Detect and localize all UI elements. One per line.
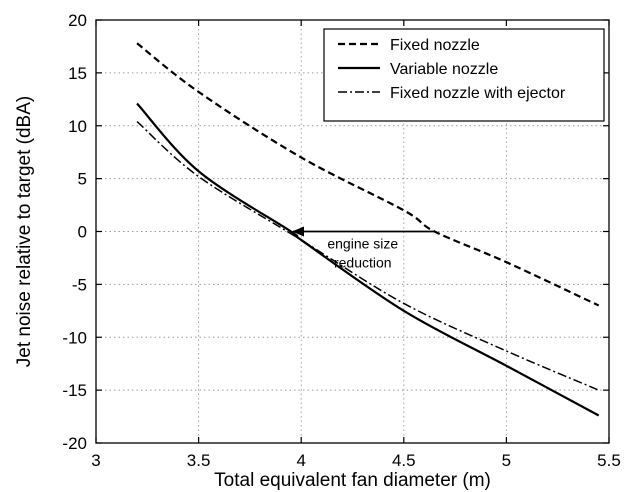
y-tick-label: 0 <box>78 223 87 242</box>
x-tick-label: 4.5 <box>392 451 416 470</box>
x-tick-label: 5.5 <box>597 451 621 470</box>
annotation-label: engine size <box>327 236 398 252</box>
x-tick-label: 3.5 <box>187 451 211 470</box>
annotation-label: reduction <box>334 255 392 271</box>
legend: Fixed nozzle Variable nozzle Fixed nozzle … <box>323 28 605 122</box>
y-tick-label: 10 <box>68 117 87 136</box>
y-tick-label: -5 <box>72 275 87 294</box>
legend-label: Fixed nozzle <box>390 37 480 54</box>
y-tick-label: 5 <box>78 170 87 189</box>
y-tick-label: -20 <box>62 434 87 453</box>
x-axis-title: Total equivalent fan diameter (m) <box>214 470 491 491</box>
axis-ticks: 3 3.5 4 4.5 5 5.5 -20 -15 -10 -5 0 5 10 15 20 <box>62 11 620 470</box>
annotation-layer: engine size reduction <box>291 226 435 271</box>
x-tick-label: 5 <box>502 451 511 470</box>
series-line-fixed-nozzle-with-ejector <box>136 120 600 391</box>
x-tick-label: 3 <box>91 451 100 470</box>
legend-label: Fixed nozzle with ejector <box>390 85 566 102</box>
y-tick-label: 20 <box>68 11 87 30</box>
y-tick-label: 15 <box>68 64 87 83</box>
x-tick-label: 4 <box>296 451 305 470</box>
y-tick-label: -15 <box>62 381 87 400</box>
legend-box <box>323 28 605 122</box>
series-line-fixed-nozzle <box>136 42 600 307</box>
y-tick-label: -10 <box>62 328 87 347</box>
legend-label: Variable nozzle <box>390 61 498 78</box>
series-lines <box>136 42 600 417</box>
y-axis-title: Jet noise relative to target (dBA) <box>14 96 35 367</box>
